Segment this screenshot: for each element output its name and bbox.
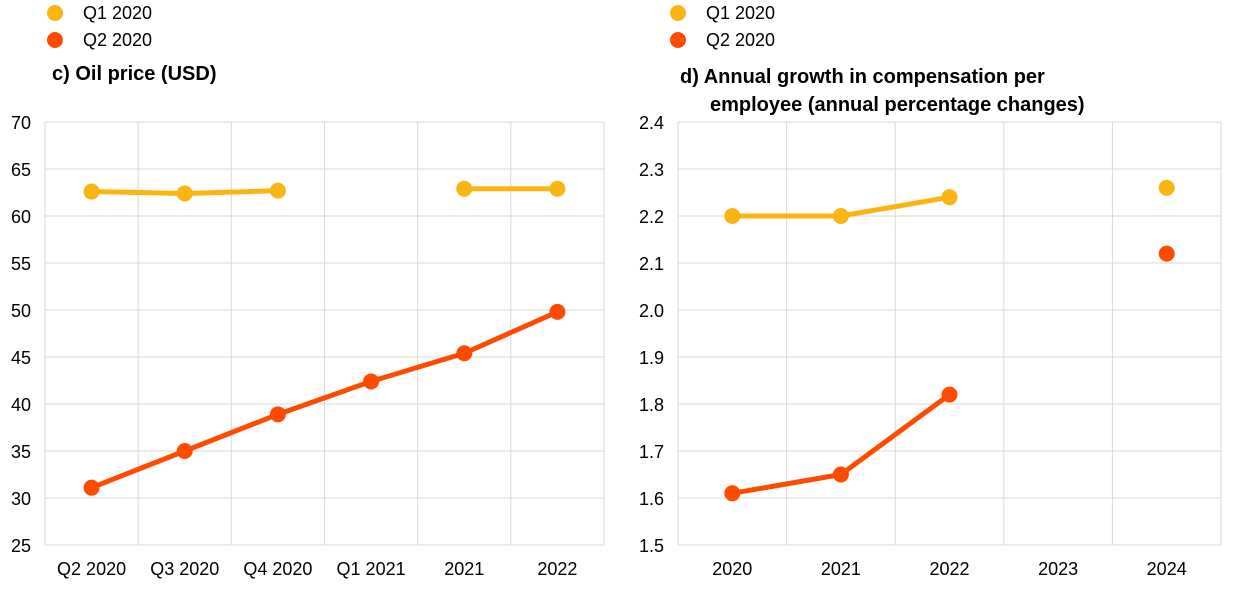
series-line-segment xyxy=(838,194,952,219)
series-1 xyxy=(83,180,566,202)
x-tick-label: Q4 2020 xyxy=(243,559,312,579)
series-line-segment xyxy=(275,378,374,417)
y-tick-label: 1.6 xyxy=(639,489,664,509)
y-tick-label: 55 xyxy=(11,254,31,274)
legend-marker-2 xyxy=(47,32,63,48)
legend-marker-1 xyxy=(47,5,63,21)
chart-title-line-2: employee (annual percentage changes) xyxy=(710,94,1085,116)
y-tick-label: 40 xyxy=(11,395,31,415)
y-tick-label: 1.8 xyxy=(639,395,664,415)
series-1 xyxy=(724,179,1175,224)
legend-label-2: Q2 2020 xyxy=(83,30,152,50)
data-point xyxy=(724,485,741,502)
data-point xyxy=(83,183,100,200)
series-line-segment xyxy=(89,189,188,196)
data-point xyxy=(269,406,286,423)
data-point xyxy=(176,185,193,202)
x-tick-label: 2021 xyxy=(444,559,484,579)
legend-label-1: Q1 2020 xyxy=(83,3,152,23)
data-point xyxy=(83,479,100,496)
data-point xyxy=(456,180,473,197)
chart-title-line-1: c) Oil price (USD) xyxy=(52,63,216,85)
data-point xyxy=(176,443,193,459)
y-tick-label: 2.2 xyxy=(639,207,664,227)
series-2 xyxy=(724,245,1175,502)
series-line-segment xyxy=(838,392,952,477)
series-line-segment xyxy=(461,309,560,356)
data-point xyxy=(1158,245,1175,262)
y-tick-label: 45 xyxy=(11,348,31,368)
data-point xyxy=(832,208,849,224)
series-line-segment xyxy=(368,350,467,384)
series-line-segment xyxy=(182,188,281,196)
x-tick-label: Q1 2021 xyxy=(337,559,406,579)
series-line-segment xyxy=(89,448,188,491)
y-tick-label: 2.1 xyxy=(639,254,664,274)
y-tick-label: 2.3 xyxy=(639,160,664,180)
y-tick-label: 30 xyxy=(11,489,31,509)
y-tick-label: 25 xyxy=(11,536,31,556)
y-tick-label: 1.7 xyxy=(639,442,664,462)
y-tick-label: 1.5 xyxy=(639,536,664,556)
data-point xyxy=(549,180,566,197)
data-point xyxy=(269,182,286,199)
series-line-segment xyxy=(729,472,844,496)
y-tick-label: 60 xyxy=(11,207,31,227)
series-line-segment xyxy=(182,411,281,454)
x-tick-label: 2024 xyxy=(1147,559,1187,579)
data-point xyxy=(1158,179,1175,196)
x-tick-label: Q2 2020 xyxy=(57,559,126,579)
x-tick-label: 2020 xyxy=(712,559,752,579)
y-tick-label: 1.9 xyxy=(639,348,664,368)
y-tick-label: 35 xyxy=(11,442,31,462)
data-point xyxy=(456,345,473,362)
series-2 xyxy=(83,303,566,496)
data-point xyxy=(941,386,958,403)
legend-label-1: Q1 2020 xyxy=(706,3,775,23)
y-tick-label: 2.0 xyxy=(639,301,664,321)
y-tick-label: 70 xyxy=(11,113,31,133)
chart-panel-1: Q1 2020 Q2 2020 c) Oil price (USD) 25 30 35 40… xyxy=(11,3,605,579)
chart-title-line-1: d) Annual growth in compensation per xyxy=(680,66,1045,88)
chart-panel-2: Q1 2020 Q2 2020 d) Annual growth in compen… xyxy=(639,3,1222,579)
y-tick-label: 65 xyxy=(11,160,31,180)
x-tick-label: 2022 xyxy=(537,559,577,579)
legend-marker-1 xyxy=(670,5,686,21)
x-tick-label: 2022 xyxy=(929,559,969,579)
x-tick-label: 2021 xyxy=(821,559,861,579)
data-point xyxy=(941,189,958,206)
legend-label-2: Q2 2020 xyxy=(706,30,775,50)
x-tick-label: 2023 xyxy=(1038,559,1078,579)
x-tick-label: Q3 2020 xyxy=(150,559,219,579)
data-point xyxy=(724,208,741,224)
data-point xyxy=(363,373,380,390)
data-point xyxy=(832,466,849,483)
data-point xyxy=(549,303,566,320)
y-tick-label: 2.4 xyxy=(639,113,664,133)
y-tick-label: 50 xyxy=(11,301,31,321)
legend-marker-2 xyxy=(670,32,686,48)
